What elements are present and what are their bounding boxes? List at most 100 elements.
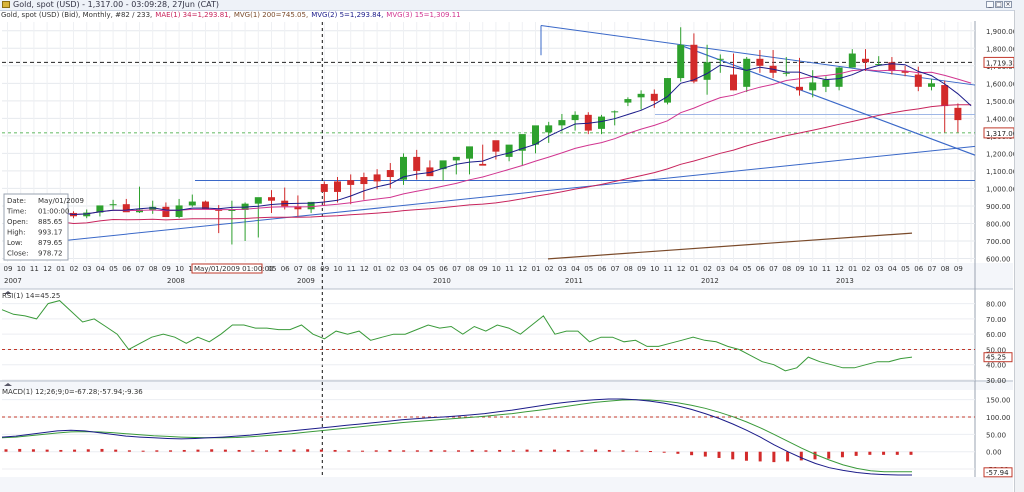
month-tick-label: 07 — [294, 265, 303, 273]
month-tick-label: 01 — [690, 265, 699, 273]
data-window-key: Time: — [6, 208, 27, 216]
rsi-line — [1, 300, 913, 372]
macd-tick-label: 0.00 — [986, 449, 1002, 457]
month-tick-label: 04 — [730, 265, 739, 273]
macd-histogram-bar — [415, 450, 419, 452]
data-window-value: 01:00:00 — [38, 208, 69, 216]
mvg-200-line — [547, 232, 913, 260]
candle-body — [664, 78, 671, 103]
macd-histogram-bar — [265, 450, 269, 452]
month-tick-label: 11 — [347, 265, 356, 273]
close-button[interactable]: × — [1004, 1, 1012, 8]
candle-body — [756, 58, 764, 66]
minimize-button[interactable]: _ — [986, 1, 994, 8]
month-tick-label: 10 — [334, 265, 343, 273]
month-tick-label: 06 — [756, 265, 765, 273]
month-tick-label: 03 — [83, 265, 92, 273]
candle-body — [598, 116, 605, 129]
falling-trendline-lower — [683, 45, 976, 156]
mae-legend[interactable]: MAE(1) 34=1,293.81, — [155, 11, 231, 19]
macd-histogram-bar — [31, 449, 35, 452]
price-marker-label: 1,719.33 — [986, 59, 1017, 67]
macd-histogram-bar — [402, 450, 406, 452]
macd-histogram-bar — [525, 449, 529, 452]
month-tick-label: 08 — [466, 265, 475, 273]
month-tick-label: 11 — [505, 265, 514, 273]
month-tick-label: 08 — [624, 265, 633, 273]
price-tick-label: 1,000.00 — [986, 185, 1017, 193]
price-tick-label: 800.00 — [986, 220, 1011, 228]
macd-histogram-bar — [73, 449, 77, 452]
maximize-button[interactable]: □ — [995, 1, 1003, 8]
candle-body — [532, 125, 539, 145]
macd-histogram-bar — [443, 450, 447, 452]
candle-body — [677, 44, 685, 79]
candle-body — [928, 83, 935, 87]
candle-body — [796, 86, 803, 91]
mvg2-legend[interactable]: MVG(2) 5=1,293.84, — [311, 11, 384, 19]
rsi-tick-label: 30.00 — [986, 377, 1006, 385]
price-tick-label: 1,900.00 — [986, 28, 1017, 36]
price-tick-label: 600.00 — [986, 255, 1011, 263]
candle-body — [466, 146, 473, 159]
month-tick-label: 09 — [637, 265, 646, 273]
candle-body — [334, 181, 341, 192]
candle-body — [149, 206, 157, 210]
candle-body — [228, 209, 236, 211]
candle-body — [835, 67, 843, 87]
candle-body — [96, 205, 104, 213]
price-marker-label: 1,317.00 — [986, 130, 1017, 138]
macd-histogram-bar — [100, 448, 104, 452]
mvg1-legend[interactable]: MVG(1) 200=745.05, — [233, 11, 309, 19]
rsi-tick-label: 40.00 — [986, 362, 1006, 370]
macd-histogram-bar — [278, 449, 282, 452]
time-axis-band — [0, 263, 1013, 289]
month-tick-label: 12 — [518, 265, 527, 273]
price-tick-label: 1,600.00 — [986, 80, 1017, 88]
macd-histogram-bar — [552, 449, 556, 452]
candle-body — [122, 204, 130, 213]
month-tick-label: 09 — [4, 265, 13, 273]
candle-body — [347, 180, 355, 185]
macd-histogram-bar — [758, 451, 762, 462]
macd-histogram-bar — [429, 449, 433, 452]
macd-histogram-bar — [457, 450, 460, 452]
data-window-value: 879.65 — [38, 239, 63, 247]
month-tick-label: 04 — [571, 265, 580, 273]
month-tick-label: 06 — [122, 265, 131, 273]
month-tick-label: 02 — [70, 265, 79, 273]
candle-body — [175, 205, 183, 217]
macd-histogram-bar — [237, 449, 241, 452]
candle-body — [716, 58, 724, 60]
month-tick-label: 05 — [743, 265, 752, 273]
macd-histogram-bar — [374, 450, 378, 452]
candle-body — [703, 62, 711, 80]
candle-body — [611, 111, 619, 113]
macd-histogram-bar — [114, 449, 118, 452]
month-tick-label: 05 — [584, 265, 593, 273]
candle-body — [307, 201, 315, 210]
macd-histogram-bar — [882, 451, 886, 455]
candle-body — [518, 134, 526, 151]
macd-histogram-bar — [635, 450, 639, 452]
month-tick-label: 12 — [360, 265, 369, 273]
macd-histogram-bar — [594, 449, 598, 452]
macd-histogram-bar — [868, 451, 872, 455]
macd-histogram-bar — [223, 449, 227, 452]
month-tick-label: 05 — [268, 265, 277, 273]
macd-histogram-bar — [662, 451, 666, 453]
mvg3-legend[interactable]: MVG(3) 15=1,309.11 — [386, 11, 461, 19]
candle-body — [268, 197, 275, 201]
macd-histogram-bar — [347, 450, 351, 452]
month-tick-label: 09 — [162, 265, 171, 273]
candle-body — [624, 99, 632, 103]
candle-body — [848, 53, 856, 68]
macd-histogram-bar — [169, 450, 173, 452]
candle-body — [875, 64, 883, 66]
right-scroll-rail[interactable] — [1014, 10, 1024, 492]
macd-histogram-bar — [827, 451, 831, 459]
rsi-tick-label: 70.00 — [986, 316, 1006, 324]
candle-body — [941, 85, 949, 107]
macd-histogram-bar — [196, 449, 200, 452]
